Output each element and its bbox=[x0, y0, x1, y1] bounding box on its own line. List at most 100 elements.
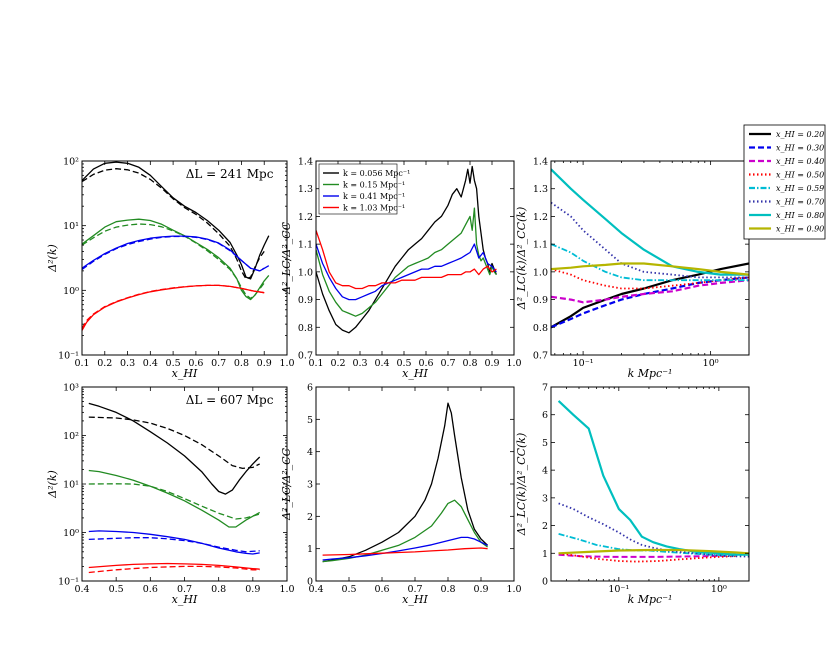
x-tick-label: 0.6 bbox=[418, 358, 433, 369]
x-tick-label: 0.8 bbox=[234, 358, 249, 369]
y-tick-label: 1.4 bbox=[533, 157, 548, 168]
series-group bbox=[88, 402, 261, 574]
series-line bbox=[322, 547, 488, 556]
y-tick-label: 1.3 bbox=[533, 184, 548, 195]
x-tick-label: 0.9 bbox=[484, 358, 499, 369]
y-tick-label: 2 bbox=[307, 512, 313, 523]
x-tick-label: 1.0 bbox=[279, 584, 294, 595]
x-tick-label: 0.9 bbox=[245, 584, 260, 595]
x-tick-label: 10⁻¹ bbox=[608, 584, 629, 595]
series-group bbox=[322, 402, 489, 563]
series-line bbox=[551, 168, 749, 276]
plot-frame bbox=[550, 386, 750, 582]
y-tick-label: 10¹ bbox=[63, 221, 79, 232]
series-line bbox=[82, 235, 270, 272]
x-tick-label: 10⁰ bbox=[711, 584, 727, 595]
legend-label: k = 0.056 Mpc⁻¹ bbox=[343, 169, 410, 178]
series-line bbox=[88, 562, 260, 570]
x-tick-label: 0.8 bbox=[440, 584, 455, 595]
annotation: ΔL = 607 Mpc bbox=[186, 393, 274, 407]
series-line bbox=[551, 243, 749, 282]
legend-label: x_HI = 0.90 bbox=[776, 225, 824, 234]
y-tick-label: 5 bbox=[542, 438, 548, 449]
legend-label: x_HI = 0.40 bbox=[776, 157, 824, 166]
x-axis-label: x_HI bbox=[172, 593, 198, 606]
y-tick-label: 0.9 bbox=[533, 295, 548, 306]
y-tick-label: 10⁰ bbox=[63, 528, 79, 539]
x-tick-label: 0.5 bbox=[166, 358, 181, 369]
y-tick-label: 1.4 bbox=[298, 157, 313, 168]
x-axis-label: x_HI bbox=[402, 367, 428, 380]
legend-label: k = 0.15 Mpc⁻¹ bbox=[343, 180, 405, 189]
series-line bbox=[82, 168, 265, 280]
x-tick-label: 0.9 bbox=[473, 584, 488, 595]
series-line bbox=[82, 284, 265, 331]
x-tick-label: 1.0 bbox=[506, 584, 521, 595]
x-tick-label: 0.4 bbox=[74, 584, 89, 595]
x-tick-label: 0.4 bbox=[374, 358, 389, 369]
series-line bbox=[558, 552, 737, 563]
y-axis-label: Δ²(k) bbox=[46, 470, 59, 499]
series-line bbox=[558, 553, 737, 558]
y-tick-label: 7 bbox=[542, 383, 548, 394]
y-tick-label: 10¹ bbox=[63, 480, 79, 491]
series-line bbox=[558, 502, 749, 558]
y-tick-label: 1.0 bbox=[298, 267, 313, 278]
series-line bbox=[88, 537, 260, 553]
x-tick-label: 0.3 bbox=[352, 358, 367, 369]
y-tick-label: 1 bbox=[542, 549, 548, 560]
series-line bbox=[551, 201, 749, 279]
y-tick-label: 10⁰ bbox=[63, 286, 79, 297]
series-line bbox=[82, 218, 270, 301]
series-group bbox=[557, 400, 749, 563]
series-line bbox=[551, 262, 749, 276]
series-line bbox=[551, 276, 749, 329]
y-tick-label: 3 bbox=[542, 493, 548, 504]
series-line bbox=[88, 530, 260, 555]
y-tick-label: 5 bbox=[307, 415, 313, 426]
series-line bbox=[88, 416, 260, 470]
y-tick-label: 10⁻¹ bbox=[58, 351, 79, 362]
y-tick-label: 10² bbox=[63, 431, 79, 442]
y-tick-label: 0 bbox=[542, 577, 548, 588]
series-line bbox=[88, 565, 260, 574]
x-tick-label: 0.7 bbox=[211, 358, 226, 369]
x-tick-label: 0.8 bbox=[211, 584, 226, 595]
plot-frame bbox=[315, 160, 515, 356]
y-tick-label: 2 bbox=[542, 521, 548, 532]
series-line bbox=[82, 161, 270, 280]
x-tick-label: 0.7 bbox=[440, 358, 455, 369]
panel-b: 0.7 0.8 0.9 1.0 1.1 1.2 1.3 1.4 0.1 0.2 0.3 0.4 0.5 0… bbox=[280, 157, 522, 381]
series-line bbox=[322, 536, 488, 561]
x-tick-label: 0.5 bbox=[396, 358, 411, 369]
x-tick-label: 0.2 bbox=[330, 358, 345, 369]
y-tick-label: 10³ bbox=[63, 383, 79, 394]
legend-label: x_HI = 0.80 bbox=[776, 211, 824, 220]
x-tick-label: 0.4 bbox=[308, 584, 323, 595]
x-tick-label: 1.0 bbox=[506, 358, 521, 369]
y-tick-label: 0.7 bbox=[533, 351, 548, 362]
series-line bbox=[316, 207, 497, 317]
series-line bbox=[316, 243, 497, 301]
y-tick-label: 1.1 bbox=[298, 240, 313, 251]
x-tick-label: 10⁻¹ bbox=[573, 358, 594, 369]
y-tick-label: 1.3 bbox=[298, 184, 313, 195]
x-tick-label: 0.8 bbox=[462, 358, 477, 369]
series-line bbox=[551, 279, 749, 304]
series-line bbox=[316, 230, 497, 290]
y-tick-label: 3 bbox=[307, 480, 313, 491]
y-tick-label: 1.2 bbox=[533, 212, 548, 223]
x-tick-label: 0.6 bbox=[374, 584, 389, 595]
y-tick-label: 10² bbox=[63, 157, 79, 168]
y-tick-label: 6 bbox=[542, 410, 548, 421]
x-tick-label: 0.1 bbox=[308, 358, 323, 369]
y-tick-label: 1.2 bbox=[298, 212, 313, 223]
x-tick-label: 0.9 bbox=[257, 358, 272, 369]
x-axis-label: x_HI bbox=[402, 593, 428, 606]
y-tick-label: 10⁻¹ bbox=[58, 577, 79, 588]
y-axis-label: Δ²(k) bbox=[46, 244, 59, 273]
series-line bbox=[558, 548, 749, 555]
y-tick-label: 4 bbox=[307, 447, 313, 458]
series-group bbox=[82, 161, 270, 331]
series-line bbox=[82, 235, 265, 272]
